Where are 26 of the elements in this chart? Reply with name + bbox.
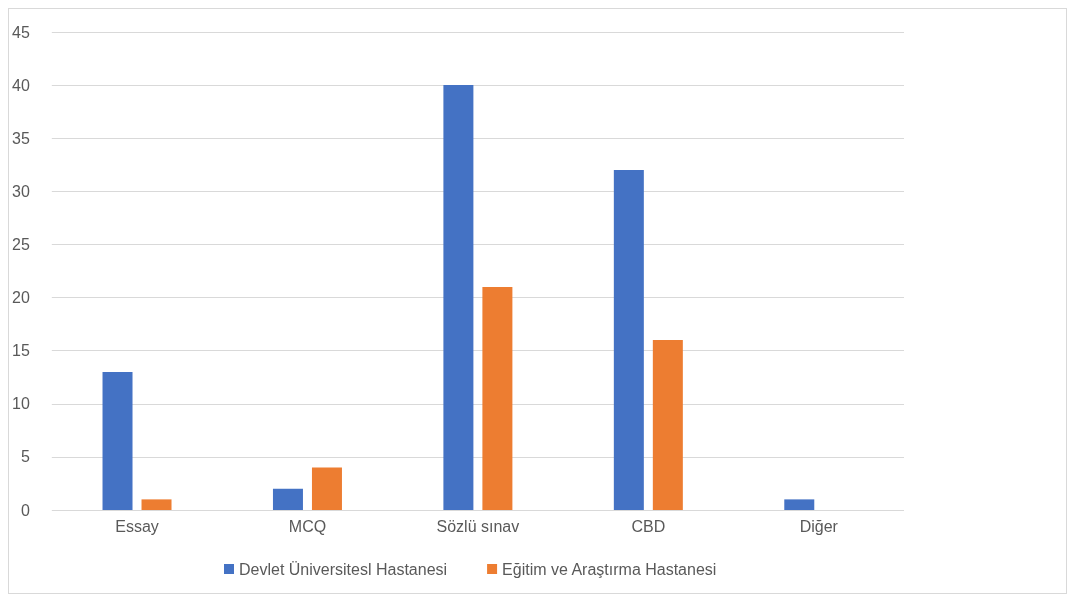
y-tick-label: 25: [12, 235, 30, 253]
bar: [102, 371, 133, 510]
x-tick-label: Sözlü sınav: [436, 517, 520, 535]
x-tick-label: CBD: [631, 517, 666, 535]
y-tick-label: 10: [12, 395, 30, 413]
y-tick-label: 15: [12, 342, 30, 360]
y-tick-label: 45: [12, 23, 30, 41]
x-tick-label: Diğer: [799, 517, 839, 535]
x-tick-label: Essay: [115, 517, 159, 535]
legend-label: Eğitim ve Araştırma Hastanesi: [502, 560, 717, 578]
y-tick-label: 20: [12, 289, 30, 307]
y-tick-label: 5: [20, 448, 30, 466]
bar: [482, 286, 513, 510]
bar: [652, 340, 683, 510]
bar: [443, 85, 474, 510]
legend-label: Devlet Üniversitesl Hastanesi: [239, 560, 448, 578]
y-tick-label: 0: [20, 501, 30, 519]
bar: [272, 488, 303, 510]
y-tick-label: 35: [12, 129, 30, 147]
x-tick-label: MCQ: [288, 517, 327, 535]
bar: [141, 499, 172, 510]
bar: [613, 170, 644, 510]
bar: [784, 499, 815, 510]
y-tick-label: 30: [12, 182, 30, 200]
bar: [311, 467, 342, 510]
y-tick-label: 40: [12, 76, 30, 94]
